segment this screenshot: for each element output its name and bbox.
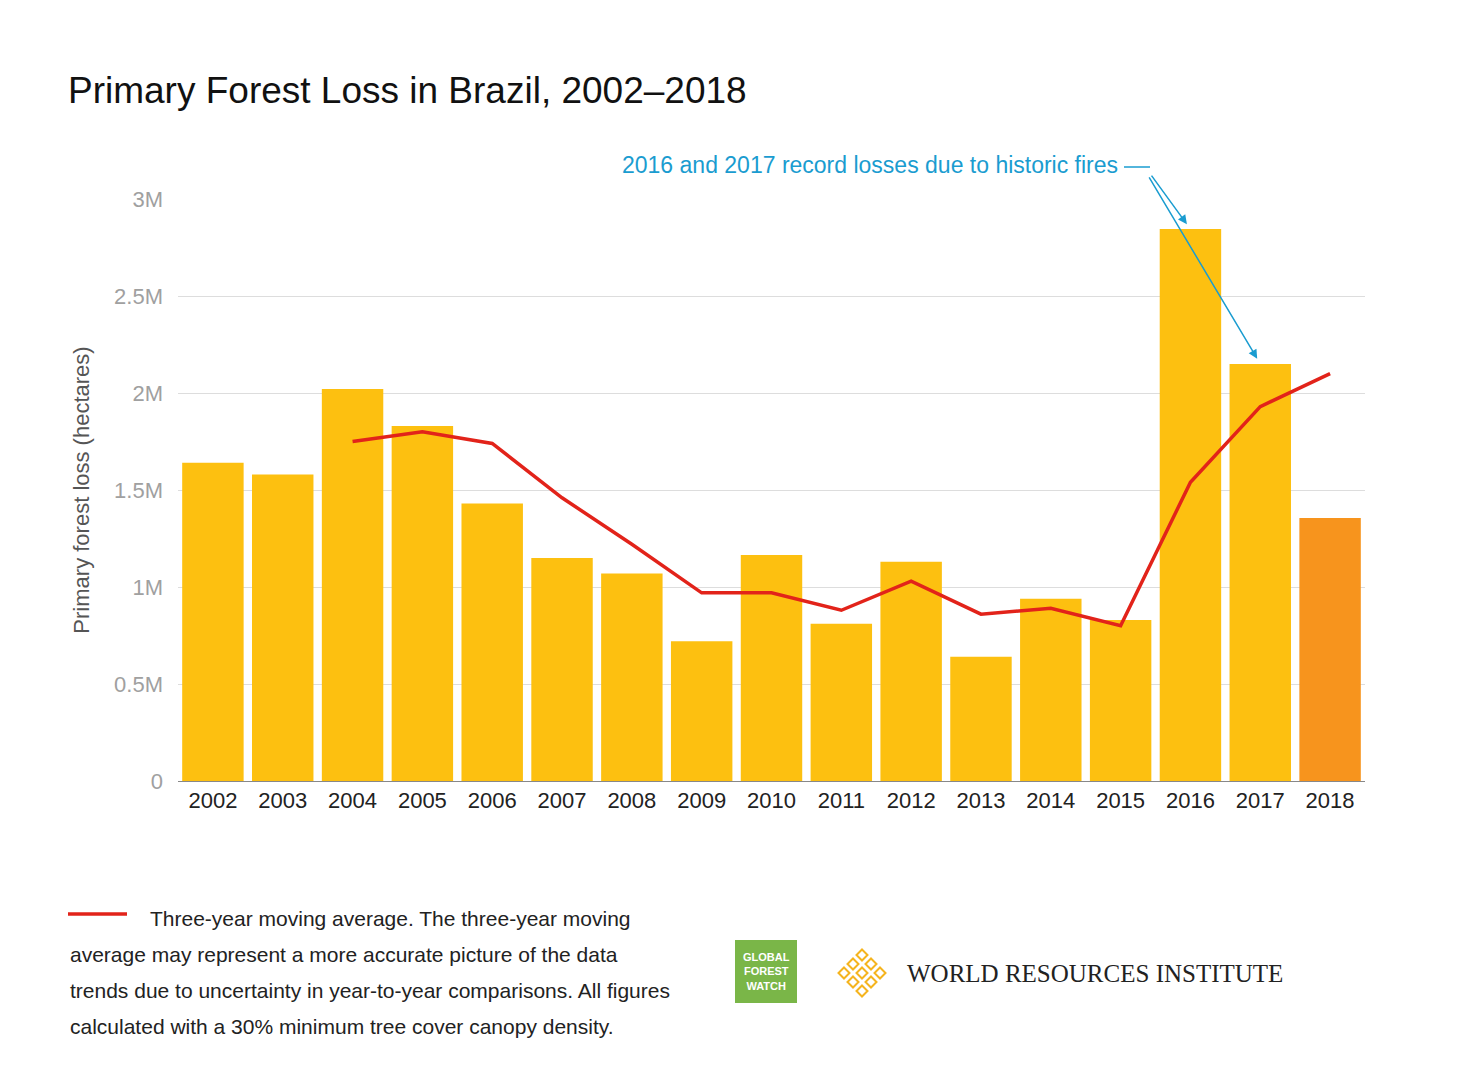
- svg-text:2004: 2004: [328, 788, 377, 813]
- svg-text:2010: 2010: [747, 788, 796, 813]
- svg-text:Primary Forest Loss in Brazil,: Primary Forest Loss in Brazil, 2002–2018: [68, 70, 747, 111]
- svg-text:2013: 2013: [956, 788, 1005, 813]
- svg-text:2.5M: 2.5M: [114, 284, 163, 309]
- svg-text:trends due to uncertainty in y: trends due to uncertainty in year-to-yea…: [70, 979, 670, 1002]
- svg-text:2002: 2002: [188, 788, 237, 813]
- svg-text:2009: 2009: [677, 788, 726, 813]
- svg-text:Primary forest loss (hectares): Primary forest loss (hectares): [69, 346, 94, 633]
- svg-text:0.5M: 0.5M: [114, 672, 163, 697]
- svg-text:calculated with a 30% minimum: calculated with a 30% minimum tree cover…: [70, 1015, 614, 1038]
- svg-text:2018: 2018: [1306, 788, 1355, 813]
- svg-text:2005: 2005: [398, 788, 447, 813]
- svg-text:GLOBALFORESTWATCH: GLOBALFORESTWATCH: [743, 951, 790, 992]
- svg-text:2003: 2003: [258, 788, 307, 813]
- svg-text:2008: 2008: [607, 788, 656, 813]
- svg-text:2017: 2017: [1236, 788, 1285, 813]
- svg-text:2006: 2006: [468, 788, 517, 813]
- svg-text:1M: 1M: [132, 575, 163, 600]
- svg-text:2016 and 2017 record losses du: 2016 and 2017 record losses due to histo…: [622, 152, 1118, 178]
- svg-text:Three-year moving average. The: Three-year moving average. The three-yea…: [150, 907, 631, 930]
- svg-text:2016: 2016: [1166, 788, 1215, 813]
- svg-text:2007: 2007: [538, 788, 587, 813]
- svg-text:0: 0: [151, 769, 163, 794]
- svg-text:1.5M: 1.5M: [114, 478, 163, 503]
- svg-text:2014: 2014: [1026, 788, 1075, 813]
- svg-text:WORLD RESOURCES INSTITUTE: WORLD RESOURCES INSTITUTE: [907, 960, 1283, 987]
- svg-text:2012: 2012: [887, 788, 936, 813]
- svg-text:average may represent a more a: average may represent a more accurate pi…: [70, 943, 618, 966]
- svg-text:3M: 3M: [132, 187, 163, 212]
- svg-text:2M: 2M: [132, 381, 163, 406]
- svg-text:2011: 2011: [818, 788, 865, 813]
- svg-text:2015: 2015: [1096, 788, 1145, 813]
